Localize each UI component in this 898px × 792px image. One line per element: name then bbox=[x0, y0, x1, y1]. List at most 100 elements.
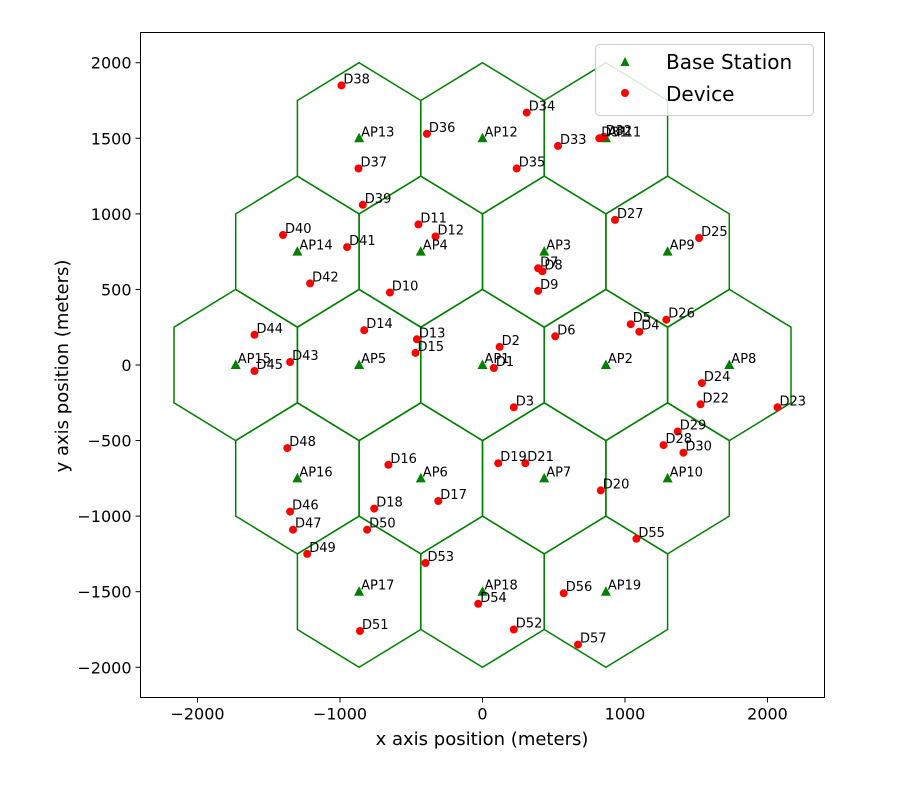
device-label: D47 bbox=[295, 517, 322, 532]
base-station-marker bbox=[354, 586, 365, 596]
point-labels: AP1 AP2 AP3 AP4 AP5 AP6 AP7 AP8 AP9 AP10 AP11 AP12 A… bbox=[238, 72, 806, 646]
base-station-marker bbox=[230, 359, 241, 369]
y-tick-label: 500 bbox=[101, 280, 132, 299]
device-label: D13 bbox=[419, 326, 446, 341]
device-label: D32 bbox=[606, 124, 633, 139]
base-station-marker bbox=[539, 246, 550, 256]
device-marker bbox=[522, 108, 531, 117]
device-marker bbox=[509, 625, 518, 634]
device-label: D6 bbox=[557, 323, 575, 338]
device-marker bbox=[521, 459, 530, 468]
device-label: D7 bbox=[540, 255, 558, 270]
device-marker bbox=[422, 129, 431, 138]
base-station-marker bbox=[600, 586, 611, 596]
device-marker bbox=[534, 286, 543, 295]
base-station-label: AP3 bbox=[546, 239, 571, 254]
device-marker bbox=[360, 326, 369, 335]
device-label: D34 bbox=[529, 100, 556, 115]
device-label: D5 bbox=[633, 311, 651, 326]
y-tick-label: 0 bbox=[121, 356, 131, 375]
device-marker bbox=[250, 367, 259, 375]
legend-triangle-icon bbox=[620, 57, 630, 66]
base-station-marker bbox=[354, 359, 365, 369]
device-label: D22 bbox=[703, 391, 730, 406]
legend-box bbox=[595, 44, 814, 116]
device-marker bbox=[596, 486, 605, 495]
device-label: D30 bbox=[685, 440, 712, 455]
device-label: D3 bbox=[516, 394, 534, 409]
device-label: D1 bbox=[496, 355, 514, 370]
device-marker bbox=[554, 141, 562, 150]
device-marker bbox=[434, 497, 443, 505]
device-label: D9 bbox=[540, 278, 558, 293]
device-label: D53 bbox=[428, 550, 455, 565]
device-marker bbox=[306, 279, 315, 288]
device-label: D10 bbox=[392, 280, 419, 295]
base-station-marker bbox=[477, 132, 488, 143]
device-marker bbox=[509, 403, 518, 412]
device-marker bbox=[679, 448, 688, 457]
x-tick-label: −2000 bbox=[170, 705, 224, 724]
device-marker bbox=[354, 164, 363, 173]
base-station-label: AP8 bbox=[731, 352, 756, 367]
base-station-label: AP5 bbox=[361, 352, 386, 367]
device-marker bbox=[632, 534, 641, 543]
device-label: D11 bbox=[420, 211, 447, 226]
device-label: D37 bbox=[361, 156, 388, 171]
device-label: D39 bbox=[365, 192, 392, 207]
device-marker bbox=[303, 549, 312, 558]
y-tick-label: 1000 bbox=[91, 205, 132, 224]
device-label: D54 bbox=[480, 591, 507, 606]
device-marker bbox=[431, 232, 440, 241]
device-marker bbox=[599, 132, 608, 141]
device-label: D2 bbox=[502, 334, 520, 349]
device-label: D27 bbox=[617, 207, 644, 222]
device-label: D45 bbox=[257, 358, 284, 373]
device-marker bbox=[559, 589, 568, 598]
device-label: D49 bbox=[309, 541, 336, 556]
device-marker bbox=[695, 234, 704, 242]
base-station-marker bbox=[292, 472, 303, 483]
legend-circle-icon bbox=[621, 89, 629, 97]
legend-label-device: Device bbox=[666, 82, 734, 106]
base-station-label: AP2 bbox=[608, 352, 633, 367]
device-marker bbox=[495, 342, 504, 351]
base-station-label: AP11 bbox=[608, 125, 641, 140]
base-station-label: AP17 bbox=[361, 579, 394, 594]
x-axis-ticks: −2000 −1000 0 1000 2000 bbox=[170, 697, 788, 724]
device-marker bbox=[659, 441, 668, 450]
device-label: D38 bbox=[343, 72, 370, 87]
device-marker bbox=[773, 403, 782, 412]
device-marker bbox=[697, 379, 706, 388]
base-station-marker bbox=[292, 246, 303, 256]
device-label: D24 bbox=[704, 370, 731, 385]
device-label: D15 bbox=[418, 340, 445, 355]
device-label: D16 bbox=[390, 452, 417, 467]
device-label: D44 bbox=[257, 322, 284, 337]
y-tick-label: −1500 bbox=[77, 583, 131, 602]
device-marker bbox=[662, 315, 671, 324]
device-marker bbox=[673, 427, 682, 436]
device-marker bbox=[411, 348, 420, 357]
y-tick-label: −2000 bbox=[77, 658, 131, 677]
y-tick-label: −500 bbox=[88, 432, 132, 451]
device-marker bbox=[538, 267, 547, 276]
device-marker bbox=[489, 364, 498, 372]
device-label: D4 bbox=[641, 319, 659, 334]
device-label: D52 bbox=[516, 617, 543, 632]
device-marker bbox=[385, 288, 394, 297]
device-label: D29 bbox=[680, 419, 707, 434]
device-label: D12 bbox=[438, 224, 465, 239]
device-label: D18 bbox=[376, 496, 403, 511]
device-label: D48 bbox=[289, 435, 316, 450]
base-station-marker bbox=[662, 472, 673, 483]
base-station-marker bbox=[415, 246, 426, 256]
device-label: D26 bbox=[668, 307, 695, 322]
device-marker bbox=[358, 200, 367, 209]
legend-label-base-station: Base Station bbox=[666, 50, 792, 74]
device-marker bbox=[286, 358, 295, 366]
device-marker bbox=[363, 525, 372, 534]
device-label: D8 bbox=[544, 258, 562, 273]
x-tick-label: 2000 bbox=[747, 705, 788, 724]
